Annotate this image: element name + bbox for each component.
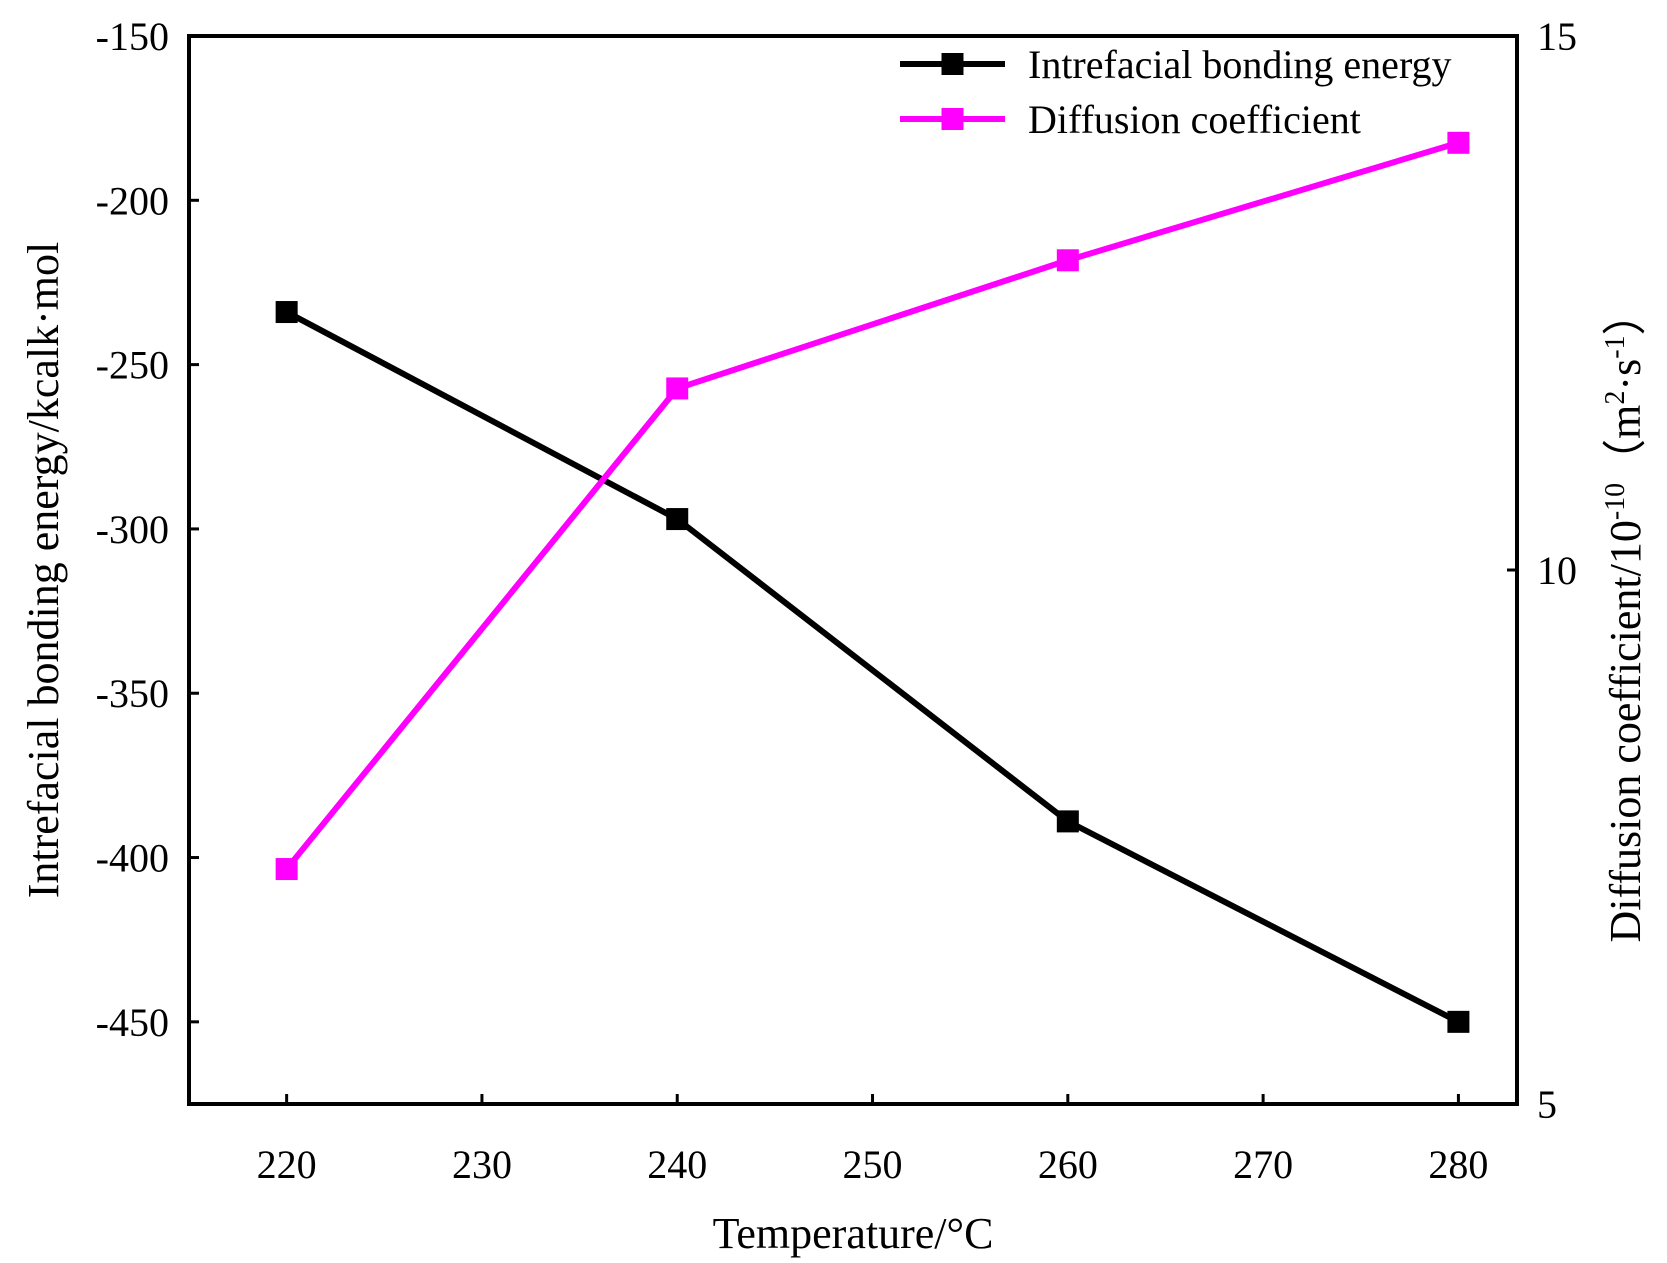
- x-tick-label-230: 230: [452, 1142, 512, 1187]
- x-tick-label-280: 280: [1428, 1142, 1488, 1187]
- right-y-tick-label: 10: [1537, 548, 1577, 593]
- left-y-tick-label: -200: [96, 178, 169, 223]
- x-tick-label-260: 260: [1038, 1142, 1098, 1187]
- series-line-intrefacial-bonding-energy: [285, 309, 1460, 1025]
- right-y-tick-label: 15: [1537, 14, 1577, 59]
- right-y-title-unit-mid: ·s: [1601, 359, 1650, 391]
- legend-label-intrefacial-bonding-energy: Intrefacial bonding energy: [1028, 42, 1452, 87]
- right-y-title-exp3: -1: [1600, 335, 1631, 358]
- series-line-diffusion-coefficient: [284, 139, 1460, 871]
- x-tick-label-250: 250: [843, 1142, 903, 1187]
- x-tick-label-270: 270: [1233, 1142, 1293, 1187]
- x-tick-label-240: 240: [647, 1142, 707, 1187]
- x-axis-ticks: 220 230 240 250 260 270 280: [257, 1094, 1488, 1187]
- data-point-diffusion-coefficient-280: [1447, 131, 1470, 154]
- left-y-tick-label: -300: [96, 507, 169, 552]
- left-y-tick-label: -350: [96, 671, 169, 716]
- right-y-axis-ticks: 15 10 5: [1507, 14, 1577, 1127]
- plot-frame: [187, 34, 1519, 1106]
- x-axis-title: Temperature/°C: [713, 1209, 994, 1258]
- right-y-axis-title: Diffusion coefficient/10-10（m2·s-1）: [1600, 291, 1650, 942]
- right-y-title-exp1: -10: [1600, 483, 1631, 520]
- data-point-intrefacial-bonding-energy-240: [666, 508, 689, 531]
- left-y-axis-title: Intrefacial bonding energy/kcalk·mol: [19, 242, 68, 899]
- left-y-tick-label: -400: [96, 836, 169, 881]
- right-y-title-unit-open: （m: [1601, 405, 1650, 483]
- left-y-tick-label: -250: [96, 343, 169, 388]
- right-y-title-exp2: 2: [1600, 391, 1631, 405]
- right-y-title-unit-close: ）: [1601, 291, 1650, 335]
- left-y-tick-label: -150: [96, 14, 169, 59]
- x-tick-label-220: 220: [257, 1142, 317, 1187]
- left-y-axis-ticks: -150 -200 -250 -300 -350 -400 -450: [96, 14, 199, 1045]
- data-point-diffusion-coefficient-220: [275, 858, 298, 881]
- legend: Intrefacial bonding energy Diffusion coef…: [900, 42, 1452, 142]
- right-y-tick-label: 5: [1537, 1082, 1557, 1127]
- data-point-intrefacial-bonding-energy-280: [1447, 1010, 1470, 1033]
- data-point-intrefacial-bonding-energy-260: [1056, 810, 1079, 833]
- legend-label-diffusion-coefficient: Diffusion coefficient: [1028, 97, 1361, 142]
- left-y-tick-label: -450: [96, 1000, 169, 1045]
- right-y-title-prefix: Diffusion coefficient/10: [1601, 520, 1650, 942]
- data-point-intrefacial-bonding-energy-220: [275, 301, 298, 324]
- data-point-diffusion-coefficient-260: [1056, 249, 1079, 272]
- series-layer: [275, 131, 1470, 1033]
- data-point-diffusion-coefficient-240: [666, 377, 689, 400]
- legend-marker-intrefacial-bonding-energy: [941, 53, 964, 75]
- legend-marker-diffusion-coefficient: [941, 108, 964, 130]
